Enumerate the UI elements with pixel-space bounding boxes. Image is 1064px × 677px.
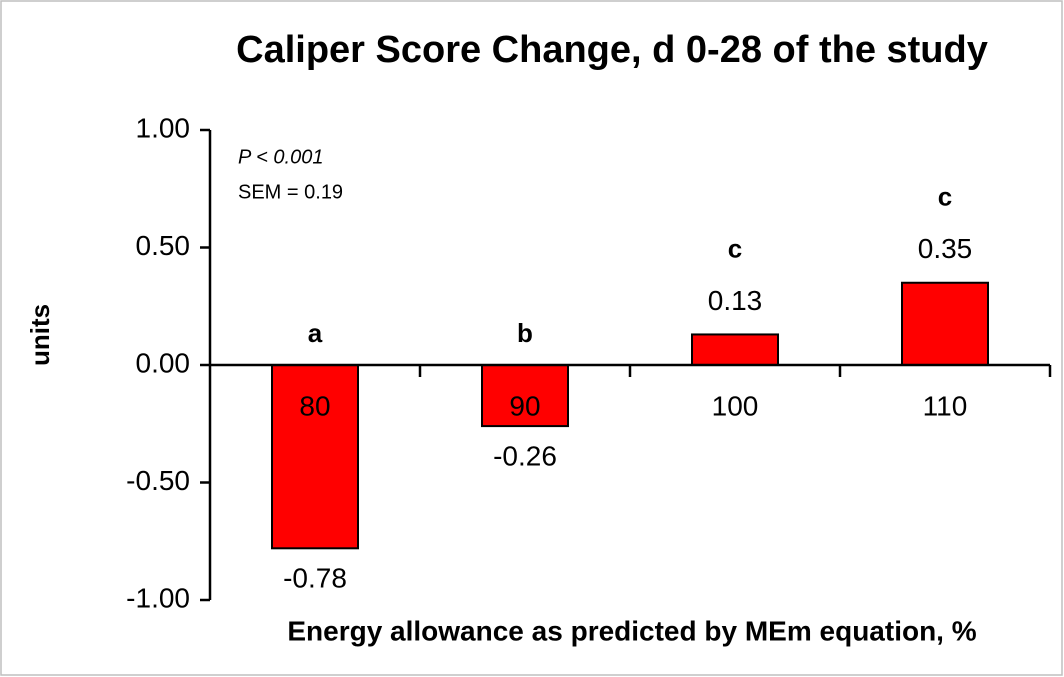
annotation: P < 0.001 [238, 146, 323, 168]
y-tick-label: -0.50 [126, 465, 190, 496]
significance-letter: b [517, 318, 533, 348]
bar [691, 333, 779, 367]
x-tick-label: 90 [509, 390, 540, 421]
x-tick-label: 100 [712, 390, 759, 421]
bar [901, 281, 989, 366]
significance-letter: a [308, 318, 323, 348]
bar [271, 364, 359, 550]
significance-letter: c [938, 182, 952, 212]
x-tick-label: 110 [923, 390, 968, 421]
y-tick-label: 0.50 [136, 230, 191, 261]
y-tick-label: 0.00 [136, 347, 191, 378]
data-label: 0.35 [918, 233, 973, 264]
x-tick-label: 80 [299, 390, 330, 421]
y-tick-label: 1.00 [136, 112, 191, 143]
chart-title: Caliper Score Change, d 0-28 of the stud… [236, 29, 988, 71]
y-tick-label: -1.00 [126, 582, 190, 613]
y-axis-label: units [25, 304, 55, 366]
annotation: SEM = 0.19 [238, 181, 343, 203]
bar [481, 364, 569, 428]
data-label: -0.78 [283, 563, 347, 594]
x-axis-label: Energy allowance as predicted by MEm equ… [287, 615, 976, 646]
data-label: -0.26 [493, 440, 557, 471]
significance-letter: c [728, 233, 742, 263]
data-label: 0.13 [708, 285, 763, 316]
